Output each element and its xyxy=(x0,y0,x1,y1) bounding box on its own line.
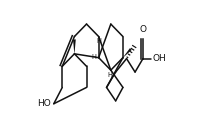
Text: OH: OH xyxy=(153,54,166,63)
Text: H: H xyxy=(107,72,112,78)
Polygon shape xyxy=(123,48,132,58)
Text: O: O xyxy=(139,25,146,34)
Polygon shape xyxy=(73,39,76,54)
Text: H: H xyxy=(92,53,97,59)
Text: H: H xyxy=(97,38,102,44)
Text: HO: HO xyxy=(37,99,51,108)
